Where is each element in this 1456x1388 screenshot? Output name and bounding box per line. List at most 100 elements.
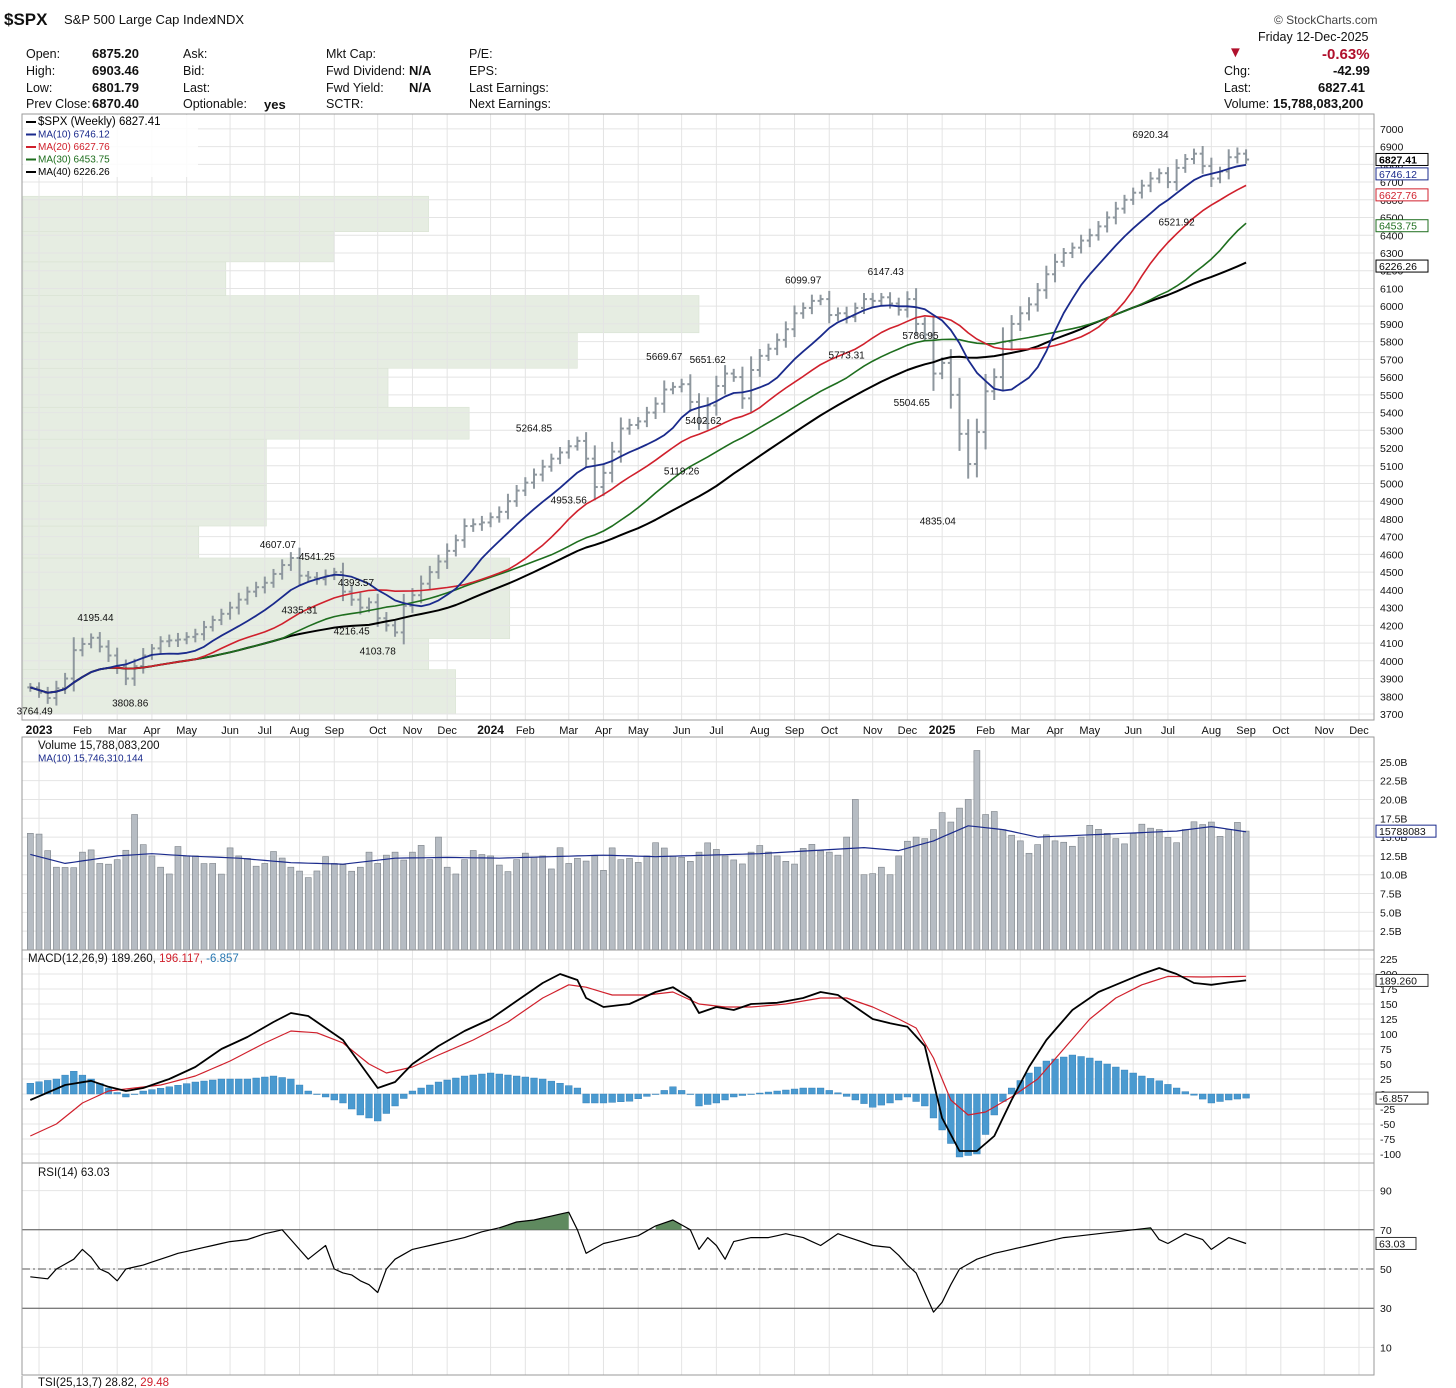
volume-bar (1017, 840, 1024, 951)
volume-by-price-bar (22, 557, 511, 639)
volume-y-tick: 2.5B (1380, 926, 1402, 938)
x-axis-label: Apr (595, 725, 612, 737)
volume-bar (530, 856, 538, 951)
volume-bar (1155, 829, 1163, 951)
macd-panel-frame (21, 949, 1375, 1164)
x-axis-label: Aug (750, 725, 770, 737)
price-legend-bg (23, 115, 198, 177)
volume-value-box (1375, 824, 1437, 838)
volume-bar (791, 863, 798, 951)
price-y-tick: 4200 (1380, 620, 1404, 632)
volume-by-price-bar (22, 669, 456, 715)
macd-histogram-bar (1103, 1063, 1111, 1095)
volume-bar (183, 855, 190, 951)
volume-bar (139, 844, 147, 951)
label-last: Last: (183, 81, 211, 95)
volume-bar (938, 812, 946, 951)
macd-histogram-bar (1181, 1091, 1189, 1095)
x-axis-label: Mar (108, 725, 127, 737)
rsi-legend: RSI(14) 63.03 (38, 1167, 110, 1179)
volume-by-price-bar (22, 295, 700, 334)
volume-bar (1043, 834, 1050, 951)
volume-bar (226, 847, 234, 951)
volume-by-price-bar (22, 367, 389, 408)
macd-histogram-bar (183, 1083, 191, 1095)
macd-histogram-bar (869, 1093, 877, 1108)
macd-y-tick: -75 (1380, 1134, 1395, 1146)
price-y-tick: 5300 (1380, 425, 1404, 437)
volume-bar (904, 840, 911, 951)
volume-bar (252, 865, 260, 951)
macd-histogram-bar (1068, 1054, 1077, 1095)
volume-bar (895, 855, 903, 951)
macd-histogram-bar (478, 1073, 486, 1095)
x-axis-label: Jun (1124, 725, 1142, 737)
volume-bar (304, 877, 312, 951)
volume-bar (548, 868, 555, 951)
volume-bar (1129, 833, 1137, 951)
ma30-line (30, 222, 1247, 694)
price-y-tick: 6100 (1380, 283, 1404, 295)
macd-histogram-bar (26, 1082, 34, 1095)
chart-header: $SPX S&P 500 Large Cap Index INDX © Stoc… (0, 0, 1456, 118)
macd-histogram-bar (1051, 1058, 1059, 1095)
macd-histogram-bar (990, 1093, 998, 1116)
volume-bar (617, 859, 625, 951)
macd-histogram-bar (851, 1093, 859, 1101)
symbol: $SPX (4, 10, 48, 29)
price-annotation: 4103.78 (360, 646, 397, 657)
volume-bar (1008, 834, 1015, 951)
x-axis-label: Aug (290, 725, 310, 737)
price-annotation: 5669.67 (646, 352, 683, 363)
macd-histogram-bar (608, 1093, 616, 1103)
x-axis-label: Oct (821, 725, 838, 737)
rsi-y-tick: 30 (1380, 1303, 1392, 1315)
label-mkt-cap: Mkt Cap: (326, 47, 377, 61)
volume-bar (487, 855, 494, 951)
macd-histogram-bar (148, 1089, 156, 1095)
volume-bar (721, 855, 729, 951)
price-y-tick: 4000 (1380, 656, 1404, 668)
label-optionable: Optionable: (183, 97, 247, 111)
macd-histogram-bar (1077, 1056, 1085, 1095)
macd-histogram-bar (495, 1073, 503, 1095)
macd-histogram-bar (374, 1093, 382, 1122)
price-value-label: 6827.41 (1379, 154, 1417, 166)
volume-bar (973, 750, 981, 951)
macd-histogram-bar (122, 1093, 130, 1098)
macd-histogram-bar (1086, 1057, 1094, 1095)
value-low: 6801.79 (92, 80, 139, 95)
price-annotation: 5651.62 (690, 355, 727, 366)
volume-bar (747, 851, 755, 951)
x-axis-label: Feb (976, 725, 995, 737)
price-y-tick: 5000 (1380, 478, 1404, 490)
volume-bar (669, 855, 677, 951)
x-axis-label: Nov (1314, 725, 1334, 737)
price-value-box (1375, 259, 1429, 273)
volume-bar (157, 866, 164, 951)
macd-histogram-bar (191, 1081, 199, 1095)
macd-histogram-bar (243, 1078, 252, 1095)
macd-histogram-bar (1216, 1093, 1224, 1102)
volume-bar (869, 873, 876, 951)
volume-bar (400, 859, 408, 951)
volume-bar (886, 874, 894, 951)
volume-y-tick: 25.0B (1380, 757, 1407, 769)
macd-histogram-bar (1060, 1056, 1068, 1095)
price-value-box (1375, 188, 1429, 202)
volume-legend-item: MA(10) 15,746,310,144 (38, 754, 144, 765)
volume-bar (990, 811, 998, 951)
macd-histogram-bar (261, 1076, 269, 1095)
price-y-tick: 4800 (1380, 514, 1404, 526)
price-y-tick: 3900 (1380, 674, 1404, 686)
x-axis-label: Dec (437, 725, 457, 737)
macd-value-label: 189.260 (1379, 975, 1417, 987)
macd-histogram-bar (356, 1093, 364, 1116)
volume-bar (278, 857, 286, 951)
volume-bar (982, 814, 989, 951)
volume-bar (348, 870, 355, 951)
volume-bar (287, 866, 295, 951)
x-axis-label: Mar (1011, 725, 1030, 737)
price-y-tick: 3800 (1380, 691, 1404, 703)
